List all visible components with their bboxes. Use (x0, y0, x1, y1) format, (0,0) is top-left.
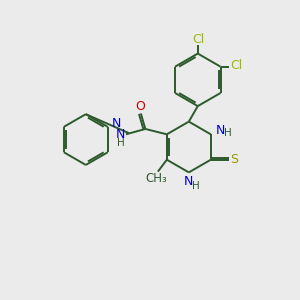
Text: N: N (216, 124, 225, 137)
Text: O: O (135, 100, 145, 113)
Text: N: N (116, 128, 125, 141)
Text: H: H (117, 138, 124, 148)
Text: CH₃: CH₃ (146, 172, 168, 185)
Text: Cl: Cl (230, 59, 242, 72)
Text: H: H (224, 128, 231, 138)
Text: Cl: Cl (192, 33, 205, 46)
Text: N: N (112, 117, 121, 130)
Text: S: S (230, 153, 238, 166)
Text: N: N (184, 176, 194, 188)
Text: H: H (191, 182, 199, 191)
